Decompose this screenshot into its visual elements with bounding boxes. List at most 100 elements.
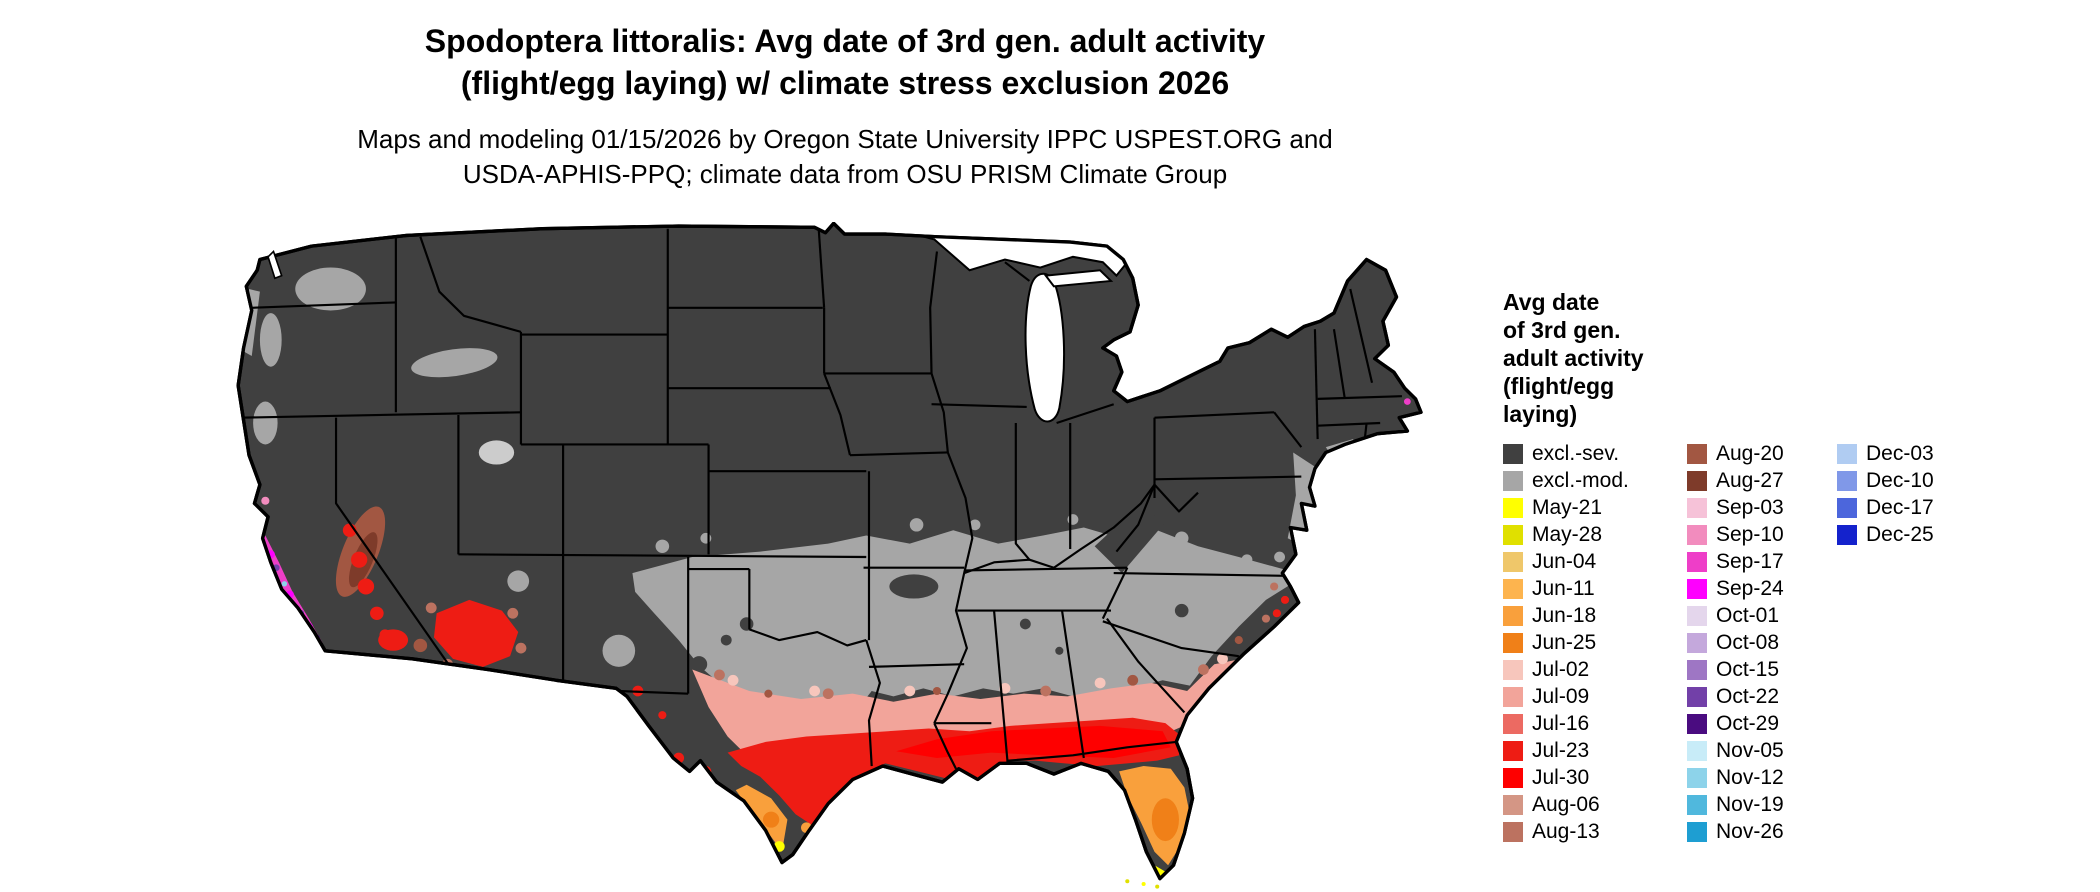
mackinac-strait	[1043, 269, 1114, 288]
legend-swatch	[1687, 632, 1707, 653]
legend-entry: Sep-10	[1687, 521, 1837, 548]
legend-swatch	[1503, 578, 1523, 599]
legend-swatch	[1503, 470, 1523, 491]
legend-label: Aug-06	[1532, 792, 1600, 816]
us-phenology-map	[230, 222, 1440, 892]
legend-label: Nov-05	[1716, 738, 1784, 762]
legend-swatch	[1837, 524, 1857, 545]
legend-entry: May-21	[1503, 494, 1687, 521]
legend-swatch	[1837, 443, 1857, 464]
legend-entry: Aug-27	[1687, 467, 1837, 494]
legend-label: Jun-04	[1532, 549, 1597, 573]
legend-title-line: Avg date	[1503, 289, 1600, 315]
legend-swatch	[1687, 686, 1707, 707]
legend-entry: Aug-06	[1503, 791, 1687, 818]
legend-label: Oct-29	[1716, 711, 1780, 735]
legend-entry: Jun-18	[1503, 602, 1687, 629]
legend-entry: Jun-11	[1503, 575, 1687, 602]
legend-entry: Jul-30	[1503, 764, 1687, 791]
legend-entry: Dec-10	[1837, 467, 1997, 494]
legend-entry: Jul-02	[1503, 656, 1687, 683]
title-line-1: Spodoptera littoralis: Avg date of 3rd g…	[424, 23, 1266, 59]
legend-label: Sep-24	[1716, 576, 1784, 600]
legend-entry: Oct-15	[1687, 656, 1837, 683]
legend-title-line: adult activity	[1503, 345, 1644, 371]
legend-label: Jun-11	[1532, 576, 1595, 600]
legend-swatch	[1503, 794, 1523, 815]
legend-swatch	[1687, 551, 1707, 572]
legend-entry: Jul-23	[1503, 737, 1687, 764]
legend-entry: Nov-19	[1687, 791, 1837, 818]
title-line-2: (flight/egg laying) w/ climate stress ex…	[460, 65, 1230, 101]
legend-swatch	[1503, 686, 1523, 707]
legend-label: Jul-23	[1532, 738, 1590, 762]
legend-title-line: laying)	[1503, 401, 1578, 427]
legend-entry: Aug-13	[1503, 818, 1687, 845]
legend-swatch	[1503, 497, 1523, 518]
legend-swatch	[1687, 443, 1707, 464]
legend-label: Dec-10	[1866, 468, 1934, 492]
legend-swatch	[1503, 767, 1523, 788]
legend-entry: Dec-17	[1837, 494, 1997, 521]
legend-entry: Jun-25	[1503, 629, 1687, 656]
legend-title-line: (flight/egg	[1503, 373, 1615, 399]
legend-swatch	[1687, 578, 1707, 599]
legend-column: Aug-20 Aug-27 Sep-03 Sep-10 Sep-17 Sep-24 Oct-…	[1687, 440, 1837, 845]
subtitle-line-1: Maps and modeling 01/15/2026 by Oregon S…	[357, 124, 1333, 154]
state-borders	[240, 228, 1402, 770]
legend-title: Avg date of 3rd gen. adult activity (flight…	[1503, 288, 2063, 428]
legend-swatch	[1503, 821, 1523, 842]
legend-swatch	[1503, 524, 1523, 545]
legend-label: Nov-19	[1716, 792, 1784, 816]
legend-entry: Sep-24	[1687, 575, 1837, 602]
legend-swatch	[1837, 470, 1857, 491]
legend-label: Jul-02	[1532, 657, 1590, 681]
legend-swatch	[1503, 740, 1523, 761]
legend-label: Jul-09	[1532, 684, 1590, 708]
legend-entry: Sep-03	[1687, 494, 1837, 521]
legend-swatch	[1687, 821, 1707, 842]
legend-label: Oct-22	[1716, 684, 1780, 708]
legend-label: Oct-08	[1716, 630, 1780, 654]
legend-label: Oct-15	[1716, 657, 1780, 681]
legend-label: Jun-18	[1532, 603, 1597, 627]
legend-entry: excl.-mod.	[1503, 467, 1687, 494]
legend-label: Jun-25	[1532, 630, 1597, 654]
legend-swatch	[1687, 713, 1707, 734]
legend-label: Nov-26	[1716, 819, 1784, 843]
legend-entry: Oct-22	[1687, 683, 1837, 710]
legend-entry: Jun-04	[1503, 548, 1687, 575]
legend-swatch	[1687, 659, 1707, 680]
puget-sound	[267, 249, 283, 280]
legend-title-line: of 3rd gen.	[1503, 317, 1621, 343]
legend-swatch	[1503, 632, 1523, 653]
map-legend: Avg date of 3rd gen. adult activity (flight…	[1503, 288, 2063, 843]
legend-label: Dec-25	[1866, 522, 1934, 546]
legend-swatch	[1687, 740, 1707, 761]
legend-label: Aug-27	[1716, 468, 1784, 492]
legend-entry: Nov-26	[1687, 818, 1837, 845]
legend-entry: Oct-08	[1687, 629, 1837, 656]
legend-entry: Oct-01	[1687, 602, 1837, 629]
legend-entry: Jul-09	[1503, 683, 1687, 710]
legend-label: Dec-03	[1866, 441, 1934, 465]
page-title: Spodoptera littoralis: Avg date of 3rd g…	[0, 20, 1690, 104]
subtitle-line-2: USDA-APHIS-PPQ; climate data from OSU PR…	[462, 159, 1228, 189]
legend-entry: Oct-29	[1687, 710, 1837, 737]
legend-label: excl.-mod.	[1532, 468, 1629, 492]
legend-entry: Aug-20	[1687, 440, 1837, 467]
legend-column: Dec-03 Dec-10 Dec-17 Dec-25	[1837, 440, 1997, 548]
lake-michigan	[1024, 272, 1066, 423]
legend-label: May-21	[1532, 495, 1603, 519]
legend-entry: Dec-25	[1837, 521, 1997, 548]
legend-label: Jul-30	[1532, 765, 1590, 789]
legend-swatch	[1503, 443, 1523, 464]
legend-label: Dec-17	[1866, 495, 1934, 519]
legend-swatch	[1503, 713, 1523, 734]
legend-entry: Jul-16	[1503, 710, 1687, 737]
legend-entry: Dec-03	[1837, 440, 1997, 467]
legend-swatch	[1503, 605, 1523, 626]
legend-columns: excl.-sev. excl.-mod. May-21 May-28 Jun-04 Ju…	[1503, 440, 1997, 845]
legend-swatch	[1687, 470, 1707, 491]
